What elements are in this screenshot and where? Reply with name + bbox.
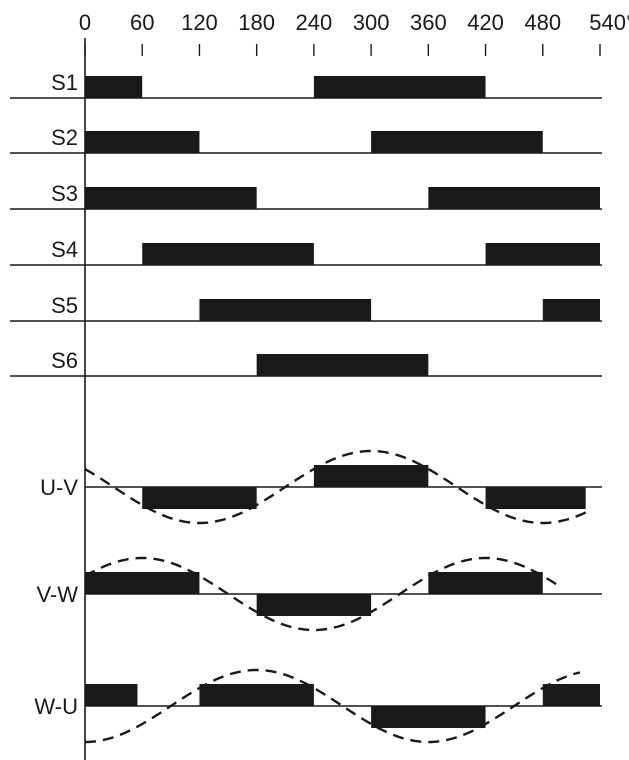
axis-tick-label: 180 — [238, 10, 275, 35]
voltage-block — [371, 706, 486, 728]
axis-tick-label: 480 — [524, 10, 561, 35]
switch-label: S4 — [51, 237, 78, 262]
fundamental-sine-curve — [84, 449, 587, 525]
switch-label: S3 — [51, 181, 78, 206]
axis-tick-label: 240 — [296, 10, 333, 35]
switch-on-pulse — [485, 243, 600, 265]
voltage-block — [85, 572, 200, 594]
axis-tick-label: 420 — [467, 10, 504, 35]
voltage-block — [142, 487, 257, 509]
voltage-label: V-W — [36, 582, 78, 607]
axis-tick-label: 540° — [589, 10, 629, 35]
voltage-label: U-V — [40, 475, 78, 500]
switch-on-pulse — [371, 131, 543, 153]
voltage-block — [199, 684, 314, 706]
switch-on-pulse — [85, 187, 257, 209]
switch-label: S1 — [51, 70, 78, 95]
switch-label: S6 — [51, 348, 78, 373]
switch-on-pulse — [199, 299, 372, 321]
fundamental-sine-curve — [84, 556, 558, 632]
switch-on-pulse — [428, 187, 600, 209]
axis-tick-label: 360 — [410, 10, 447, 35]
voltage-block — [542, 684, 600, 706]
voltage-block — [428, 572, 543, 594]
voltage-block — [485, 487, 586, 509]
voltage-block — [256, 594, 372, 616]
axis-tick-label: 120 — [181, 10, 218, 35]
switch-label: S5 — [51, 293, 78, 318]
switch-on-pulse — [256, 354, 429, 376]
fundamental-sine-curve — [85, 668, 581, 744]
voltage-label: W-U — [34, 694, 78, 719]
axis-tick-label: 60 — [130, 10, 154, 35]
switch-on-pulse — [142, 243, 314, 265]
switch-label: S2 — [51, 125, 78, 150]
axis-tick-label: 300 — [353, 10, 390, 35]
switch-on-pulse — [85, 131, 200, 153]
axis-tick-label: 0 — [79, 10, 91, 35]
switch-on-pulse — [313, 76, 486, 98]
voltage-block — [313, 465, 429, 487]
switch-on-pulse — [85, 76, 143, 98]
switch-on-pulse — [542, 299, 600, 321]
voltage-block — [85, 684, 138, 706]
